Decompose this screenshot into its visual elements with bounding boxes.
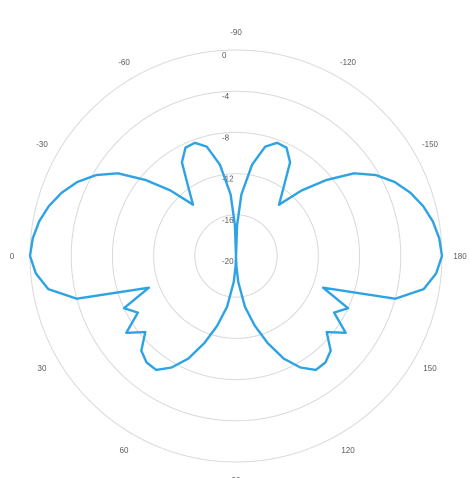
- angle-tick-label: 90: [232, 476, 241, 478]
- angle-tick-label: 150: [423, 364, 437, 373]
- angle-tick-label: -30: [36, 140, 48, 149]
- series-line: [28, 141, 444, 372]
- series-layer: [28, 141, 444, 372]
- angle-tick-label: -90: [230, 28, 242, 37]
- angle-tick-label: 60: [120, 446, 129, 455]
- angle-tick-label: 120: [341, 446, 355, 455]
- radial-tick-label: -20: [222, 257, 234, 266]
- angle-tick-label: -60: [118, 58, 130, 67]
- radial-tick-label: -4: [222, 92, 230, 101]
- grid-ring: [153, 173, 319, 339]
- radial-tick-label: 0: [222, 51, 227, 60]
- grid-ring: [111, 131, 361, 381]
- angle-tick-label: 0: [10, 252, 15, 261]
- grid-ring: [70, 90, 402, 422]
- angle-tick-label: 180: [453, 252, 467, 261]
- radial-tick-labels: 0 -4 -8 -12 -16 -20: [222, 51, 234, 266]
- radial-tick-label: -8: [222, 133, 230, 142]
- angle-tick-label: -150: [422, 140, 439, 149]
- grid-ring: [194, 214, 278, 298]
- angle-tick-label: 30: [38, 364, 47, 373]
- angle-tick-label: -120: [340, 58, 357, 67]
- radial-tick-label: -16: [222, 216, 234, 225]
- angle-tick-labels: -90-120-1501801501209060300-30-60: [10, 28, 467, 478]
- radial-tick-label: -12: [222, 175, 234, 184]
